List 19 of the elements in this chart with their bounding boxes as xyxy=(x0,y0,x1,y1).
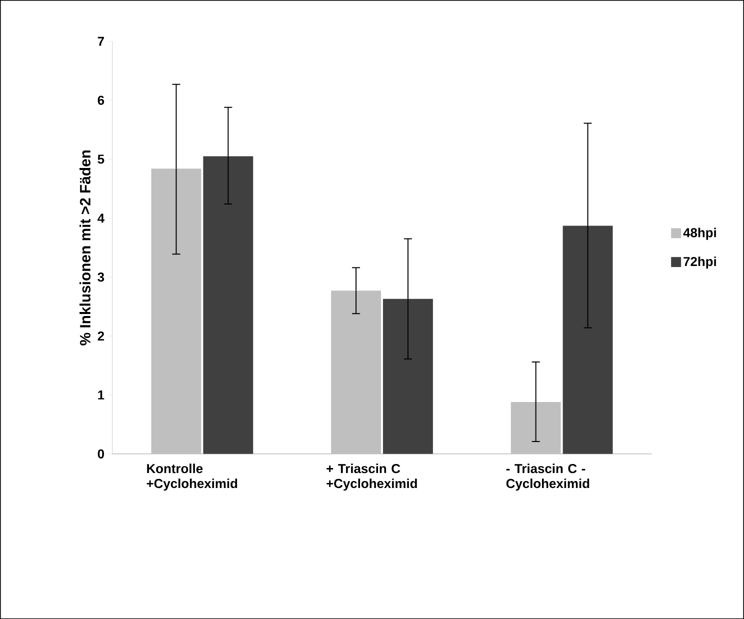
y-tick-label: 4 xyxy=(98,214,104,223)
y-tick-label: 6 xyxy=(98,96,104,105)
x-tick-label: + Triascin C +Cycloheximid xyxy=(326,464,417,491)
x-tick-label: - Triascin C - Cycloheximid xyxy=(506,464,590,491)
legend-label: 72hpi xyxy=(684,256,716,269)
bar xyxy=(331,290,381,454)
x-tick-label: Kontrolle +Cycloheximid xyxy=(146,464,238,491)
legend-label: 48hpi xyxy=(683,228,716,240)
y-axis-title: % Inklusionen mit >2 Fäden xyxy=(80,150,90,346)
y-tick-label: 7 xyxy=(98,36,104,46)
y-tick-label: 0 xyxy=(98,449,104,458)
bar xyxy=(562,226,613,454)
bar xyxy=(382,298,433,454)
bar xyxy=(151,168,202,454)
y-tick-label: 2 xyxy=(98,331,104,340)
y-tick-label: 5 xyxy=(98,154,104,164)
bar xyxy=(203,156,254,454)
y-tick-label: 1 xyxy=(98,390,104,400)
y-tick-label: 3 xyxy=(98,272,104,282)
